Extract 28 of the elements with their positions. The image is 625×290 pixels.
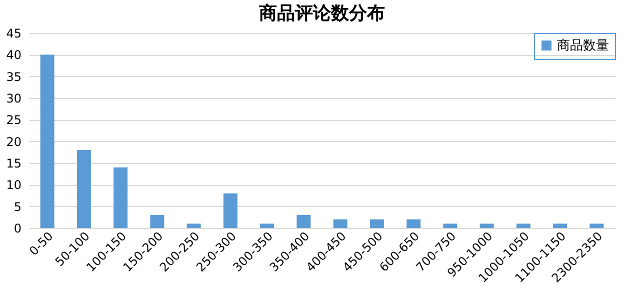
bar <box>443 224 458 228</box>
bar <box>516 224 530 228</box>
bar <box>333 219 348 228</box>
y-tick-label: 35 <box>6 70 22 84</box>
y-tick-label: 20 <box>6 134 22 149</box>
y-tick-label: 45 <box>6 26 22 40</box>
y-tick-label: 10 <box>6 178 22 192</box>
bar <box>296 215 311 228</box>
bar <box>480 224 494 228</box>
y-tick-label: 0 <box>14 222 22 236</box>
bar <box>76 150 91 228</box>
bar <box>370 219 384 228</box>
y-tick-label: 15 <box>6 156 22 170</box>
bar <box>223 193 238 228</box>
bar <box>150 215 164 228</box>
chart-title: 商品评论数分布 <box>258 3 385 24</box>
bar <box>40 54 54 228</box>
y-tick-label: 5 <box>14 200 22 214</box>
y-tick-label: 25 <box>6 113 22 128</box>
legend-label: 商品数量 <box>557 38 609 54</box>
y-tick-label: 40 <box>6 48 22 62</box>
bar <box>553 224 568 228</box>
y-tick-label: 30 <box>6 92 22 106</box>
bar <box>590 224 604 228</box>
bar <box>406 219 421 228</box>
bar <box>114 167 128 228</box>
bar <box>260 224 274 228</box>
bar <box>186 224 201 228</box>
